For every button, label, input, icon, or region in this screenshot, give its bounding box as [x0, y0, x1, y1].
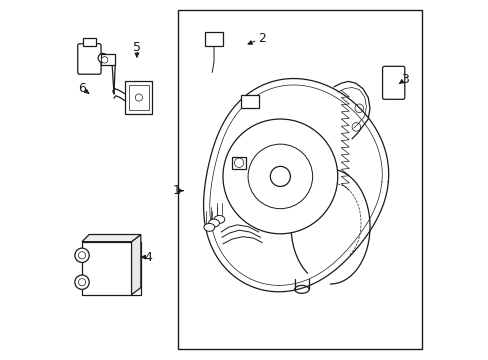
Circle shape	[75, 275, 89, 289]
Text: 5: 5	[133, 41, 141, 54]
FancyBboxPatch shape	[78, 44, 101, 74]
Circle shape	[351, 123, 360, 131]
Ellipse shape	[208, 219, 219, 227]
Bar	[204, 32, 223, 45]
Text: 2: 2	[257, 32, 265, 45]
Bar	[83, 38, 96, 45]
Ellipse shape	[294, 285, 308, 293]
FancyBboxPatch shape	[382, 66, 404, 99]
Text: 6: 6	[78, 82, 86, 95]
Circle shape	[223, 119, 337, 234]
Text: 1: 1	[172, 184, 180, 197]
Circle shape	[135, 94, 142, 101]
Text: 3: 3	[400, 73, 408, 86]
Bar	[231, 157, 246, 169]
Circle shape	[75, 248, 89, 262]
Bar	[129, 85, 148, 110]
Circle shape	[101, 57, 108, 63]
Circle shape	[78, 252, 85, 259]
Ellipse shape	[214, 216, 224, 224]
Circle shape	[98, 53, 107, 63]
Bar	[82, 242, 141, 295]
Bar	[178, 10, 421, 348]
Bar	[82, 242, 141, 295]
Ellipse shape	[203, 224, 214, 231]
Text: 4: 4	[144, 251, 152, 264]
Bar	[241, 95, 258, 108]
Circle shape	[354, 104, 363, 113]
Circle shape	[234, 158, 244, 167]
Circle shape	[270, 166, 290, 186]
Bar	[125, 81, 152, 114]
Circle shape	[78, 279, 85, 286]
Circle shape	[247, 144, 312, 209]
Polygon shape	[82, 234, 141, 242]
Bar	[101, 54, 115, 65]
Polygon shape	[131, 234, 141, 295]
